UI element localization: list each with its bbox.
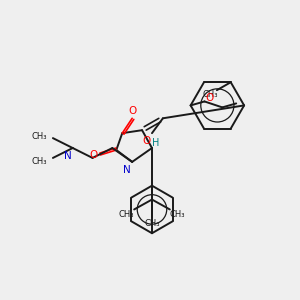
- Text: CH₃: CH₃: [144, 219, 160, 228]
- Text: H: H: [152, 138, 160, 148]
- Text: CH₃: CH₃: [170, 210, 185, 219]
- Text: O: O: [89, 150, 98, 160]
- Text: CH₃: CH₃: [31, 158, 47, 166]
- Text: N: N: [123, 165, 131, 175]
- Text: CH₃: CH₃: [118, 210, 134, 219]
- Text: CH₃: CH₃: [31, 132, 47, 141]
- Text: CH₃: CH₃: [202, 90, 218, 99]
- Text: O: O: [205, 94, 214, 103]
- Text: O: O: [128, 106, 136, 116]
- Text: O: O: [142, 136, 150, 146]
- Text: N: N: [64, 151, 72, 161]
